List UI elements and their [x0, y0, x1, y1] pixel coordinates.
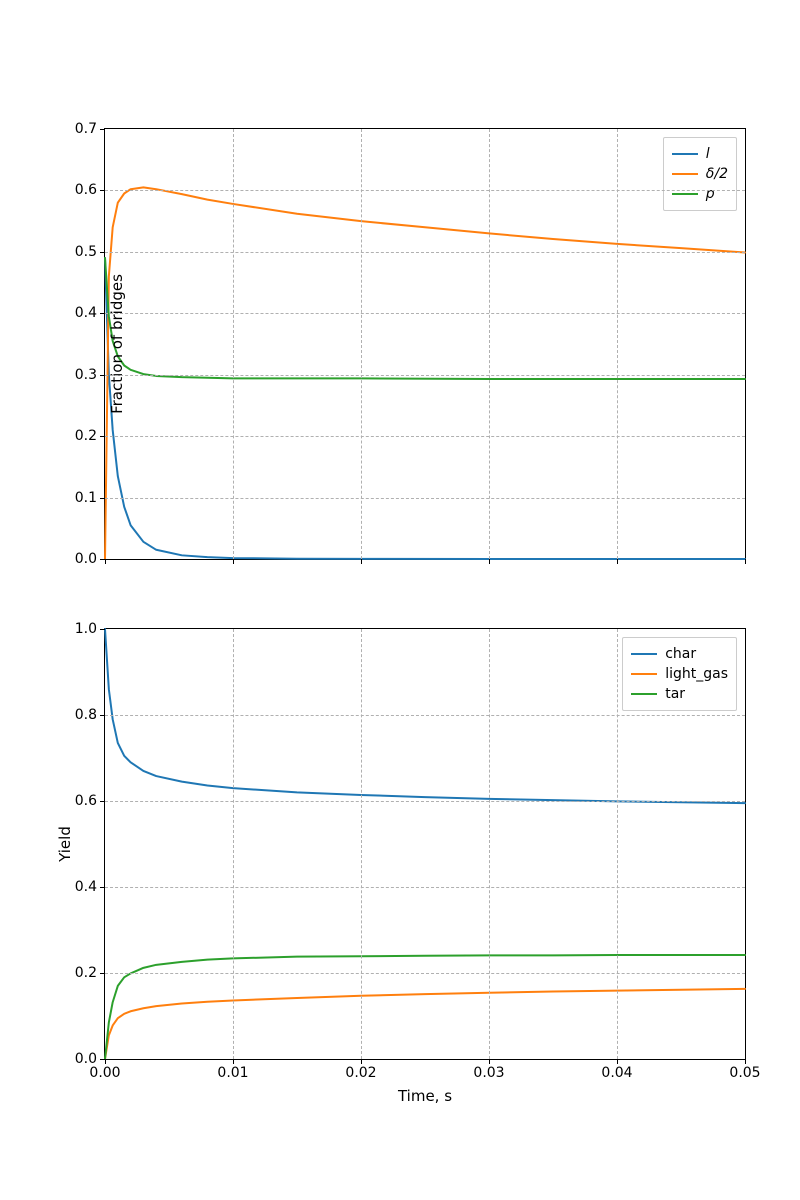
series-delta_over_2: [105, 187, 745, 559]
ytick-mark: [100, 436, 105, 437]
legend-item: δ/2: [672, 164, 728, 184]
bottom-xlabel: Time, s: [398, 1087, 452, 1105]
series-l: [105, 258, 745, 559]
legend-label: l: [706, 146, 710, 162]
ytick-mark: [100, 629, 105, 630]
bottom-legend: char light_gastar: [622, 637, 737, 711]
legend-swatch: [631, 693, 657, 695]
ytick-label: 0.8: [75, 707, 97, 723]
ytick-label: 0.5: [75, 244, 97, 260]
top-plot-area: lδ/2p Fraction of bridges 0.00.10.20.30.…: [104, 128, 746, 560]
top-ylabel: Fraction of bridges: [108, 274, 126, 414]
legend-swatch: [672, 193, 698, 195]
legend-label: light_gas: [665, 666, 728, 682]
xtick-mark: [489, 559, 490, 564]
ytick-label: 0.4: [75, 305, 97, 321]
grid-line-h: [105, 887, 745, 888]
legend-item: light_gas: [631, 664, 728, 684]
grid-line-v: [489, 129, 490, 559]
grid-line-v: [361, 129, 362, 559]
ytick-label: 0.0: [75, 551, 97, 567]
grid-line-v: [233, 129, 234, 559]
ytick-label: 0.4: [75, 879, 97, 895]
grid-line-h: [105, 252, 745, 253]
ytick-mark: [100, 313, 105, 314]
top-legend: l δ/2 p: [663, 137, 737, 211]
ytick-mark: [100, 973, 105, 974]
grid-line-h: [105, 190, 745, 191]
series-p: [105, 258, 745, 379]
xtick-mark: [489, 1059, 490, 1064]
xtick-label: 0.00: [89, 1065, 120, 1081]
ytick-mark: [100, 715, 105, 716]
grid-line-v: [233, 629, 234, 1059]
legend-item: tar: [631, 684, 728, 704]
xtick-mark: [361, 1059, 362, 1064]
xtick-label: 0.04: [601, 1065, 632, 1081]
ytick-label: 0.1: [75, 490, 97, 506]
series-light_gas: [105, 989, 745, 1059]
legend-swatch: [672, 153, 698, 155]
ytick-mark: [100, 887, 105, 888]
legend-item: p: [672, 184, 728, 204]
top-lines-svg: [105, 129, 745, 559]
xtick-mark: [617, 559, 618, 564]
legend-label: δ/2: [706, 166, 728, 182]
xtick-mark: [745, 1059, 746, 1064]
grid-line-h: [105, 313, 745, 314]
xtick-mark: [105, 559, 106, 564]
ytick-label: 0.2: [75, 428, 97, 444]
ytick-label: 0.7: [75, 121, 97, 137]
legend-item: l: [672, 144, 728, 164]
grid-line-h: [105, 375, 745, 376]
xtick-mark: [617, 1059, 618, 1064]
legend-label: p: [706, 186, 715, 202]
grid-line-v: [489, 629, 490, 1059]
ytick-label: 1.0: [75, 621, 97, 637]
figure: l δ/2 p Fraction of bridges 0.0 0.1 0.2 0.3 0.…: [0, 0, 800, 1200]
xtick-label: 0.05: [729, 1065, 760, 1081]
xtick-label: 0.03: [473, 1065, 504, 1081]
grid-line-h: [105, 973, 745, 974]
ytick-mark: [100, 129, 105, 130]
legend-swatch: [631, 673, 657, 675]
series-tar: [105, 955, 745, 1059]
xtick-label: 0.01: [217, 1065, 248, 1081]
legend-swatch: [631, 653, 657, 655]
grid-line-h: [105, 801, 745, 802]
grid-line-h: [105, 498, 745, 499]
ytick-mark: [100, 252, 105, 253]
xtick-mark: [233, 559, 234, 564]
ytick-mark: [100, 190, 105, 191]
legend-label: char: [665, 646, 696, 662]
grid-line-v: [361, 629, 362, 1059]
xtick-mark: [233, 1059, 234, 1064]
grid-line-v: [617, 629, 618, 1059]
ytick-label: 0.6: [75, 793, 97, 809]
grid-line-h: [105, 436, 745, 437]
ytick-mark: [100, 375, 105, 376]
grid-line-v: [617, 129, 618, 559]
bottom-plot-area: charlight_gastar Yield Time, s 0.00.20.4…: [104, 628, 746, 1060]
ytick-mark: [100, 498, 105, 499]
legend-item: char: [631, 644, 728, 664]
legend-swatch: [672, 173, 698, 175]
grid-line-h: [105, 715, 745, 716]
ytick-label: 0.3: [75, 367, 97, 383]
ytick-label: 0.2: [75, 965, 97, 981]
ytick-mark: [100, 801, 105, 802]
xtick-mark: [361, 559, 362, 564]
xtick-label: 0.02: [345, 1065, 376, 1081]
legend-label: tar: [665, 686, 685, 702]
bottom-ylabel: Yield: [56, 826, 74, 862]
xtick-mark: [105, 1059, 106, 1064]
ytick-label: 0.6: [75, 182, 97, 198]
xtick-mark: [745, 559, 746, 564]
